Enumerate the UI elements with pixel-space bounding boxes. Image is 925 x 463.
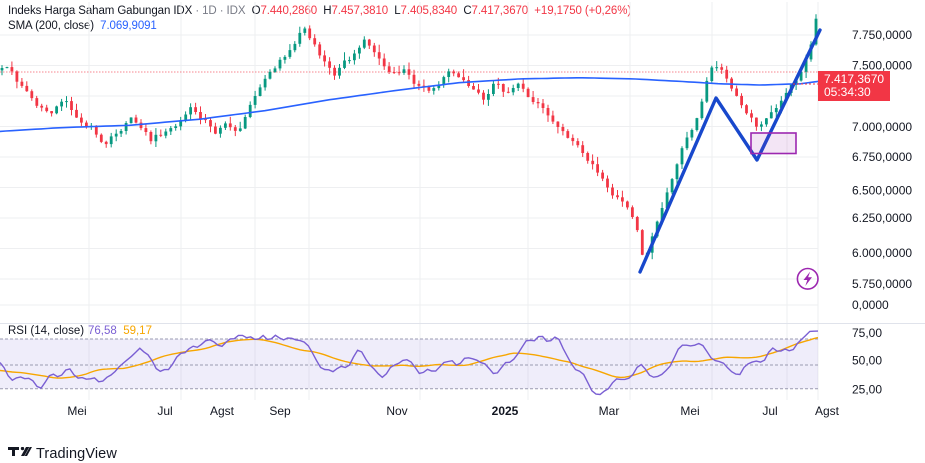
svg-text:Jul: Jul — [157, 404, 172, 418]
svg-text:Agst: Agst — [815, 404, 840, 418]
svg-text:Agst: Agst — [210, 404, 235, 418]
svg-text:2025: 2025 — [492, 404, 519, 418]
svg-text:Mei: Mei — [680, 404, 699, 418]
svg-text:Jul: Jul — [762, 404, 777, 418]
svg-text:Nov: Nov — [386, 404, 407, 418]
svg-text:Mar: Mar — [599, 404, 620, 418]
svg-text:Mei: Mei — [67, 404, 86, 418]
svg-text:Sep: Sep — [269, 404, 291, 418]
